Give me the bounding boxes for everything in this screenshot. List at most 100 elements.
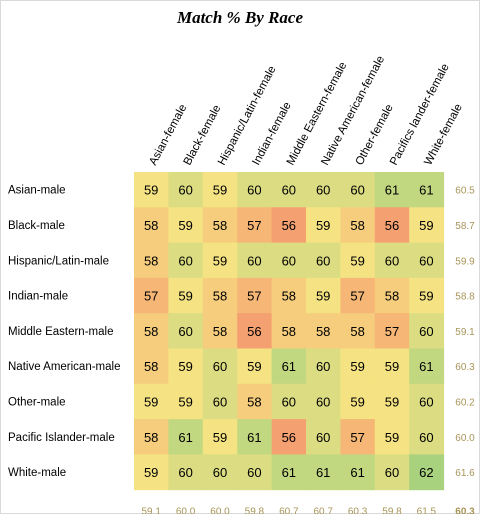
- cell-value-label: 58: [213, 324, 227, 339]
- row-total-label: 60.2: [455, 397, 475, 408]
- cell-value-label: 59: [385, 430, 399, 445]
- row-label: Other-male: [8, 396, 66, 408]
- cell-value-label: 60: [316, 359, 330, 374]
- cell-value-label: 61: [178, 430, 192, 445]
- cell-value-label: 60: [385, 253, 399, 268]
- cell-value-label: 60: [178, 183, 192, 198]
- heatmap-cell: [202, 383, 238, 420]
- heatmap-cell: [237, 242, 273, 279]
- cell-value-label: 58: [282, 324, 296, 339]
- row-label: Hispanic/Latin-male: [8, 255, 109, 267]
- row-label: Indian-male: [8, 291, 68, 303]
- heatmap-cell: [168, 172, 204, 208]
- cell-value-label: 60: [316, 430, 330, 445]
- heatmap-cell: [237, 277, 273, 314]
- heatmap-cell: [374, 383, 410, 420]
- cell-value-label: 61: [316, 465, 330, 480]
- cell-value-label: 60: [316, 253, 330, 268]
- heatmap-cell: [306, 313, 341, 349]
- cell-value-label: 58: [144, 218, 158, 233]
- heatmap-cell: [202, 207, 238, 244]
- heatmap-cell: [306, 242, 341, 279]
- cell-value-label: 58: [247, 394, 261, 409]
- cell-value-label: 59: [350, 359, 364, 374]
- cell-value-label: 60: [419, 394, 433, 409]
- heatmap-cell: [134, 419, 169, 455]
- row-total-label: 60.5: [455, 186, 475, 197]
- heatmap-cell: [409, 313, 445, 349]
- cell-value-label: 59: [178, 359, 192, 374]
- cell-value-label: 60: [178, 465, 192, 480]
- column-total-label: 60.7: [313, 507, 333, 514]
- cell-value-label: 58: [213, 218, 227, 233]
- heatmap-cell: [134, 383, 169, 420]
- cell-value-label: 60: [316, 394, 330, 409]
- row-total-label: 60.3: [455, 362, 475, 373]
- heatmap-cell: [374, 242, 410, 279]
- heatmap-cell: [306, 419, 341, 455]
- heatmap-cell: [306, 172, 341, 208]
- heatmap-cell: [271, 313, 307, 349]
- cell-value-label: 59: [419, 289, 433, 304]
- cell-value-label: 61: [247, 430, 261, 445]
- cell-value-label: 58: [350, 324, 364, 339]
- cell-value-label: 60: [247, 465, 261, 480]
- cell-value-label: 60: [178, 324, 192, 339]
- cell-value-label: 60: [247, 183, 261, 198]
- cell-value-label: 56: [247, 324, 261, 339]
- column-label: Pacifics lander-female: [388, 62, 452, 168]
- column-total-label: 61.5: [417, 507, 437, 514]
- heatmap-cell: [271, 454, 307, 491]
- column-total-label: 59.8: [245, 507, 265, 514]
- column-total-label: 60.7: [279, 507, 299, 514]
- heatmap-cell: [409, 454, 445, 491]
- cell-value-label: 58: [144, 359, 158, 374]
- cell-value-label: 60: [350, 183, 364, 198]
- heatmap-cell: [340, 419, 376, 455]
- row-label: Native American-male: [8, 361, 120, 373]
- heatmap-cell: [202, 348, 238, 385]
- cell-value-label: 59: [144, 183, 158, 198]
- cell-value-label: 59: [178, 289, 192, 304]
- heatmap-cell: [168, 313, 204, 349]
- heatmap-cell: [340, 207, 376, 244]
- cell-value-label: 56: [385, 218, 399, 233]
- heatmap-cell: [374, 313, 410, 349]
- heatmap-cell: [237, 313, 273, 349]
- cell-value-label: 60: [385, 465, 399, 480]
- heatmap-cell: [134, 348, 169, 385]
- heatmap-cell: [271, 419, 307, 455]
- cell-value-label: 58: [282, 289, 296, 304]
- heatmap-cell: [409, 172, 445, 208]
- heatmap-cell: [168, 277, 204, 314]
- heatmap-cell: [134, 207, 169, 244]
- cell-value-label: 56: [282, 218, 296, 233]
- cell-value-label: 59: [213, 253, 227, 268]
- cell-value-label: 61: [419, 359, 433, 374]
- row-total-label: 61.6: [455, 468, 475, 479]
- cell-value-label: 59: [144, 394, 158, 409]
- chart-title: Match % By Race: [176, 8, 304, 27]
- heatmap-cell: [306, 383, 341, 420]
- heatmap-cell: [374, 207, 410, 244]
- heatmap-cell: [168, 348, 204, 385]
- cell-value-label: 58: [350, 218, 364, 233]
- cell-value-label: 60: [419, 430, 433, 445]
- heatmap-cell: [168, 207, 204, 244]
- heatmap-cell: [168, 419, 204, 455]
- cell-value-label: 61: [282, 465, 296, 480]
- heatmap-cell: [374, 277, 410, 314]
- column-total-label: 59.8: [382, 507, 402, 514]
- cell-value-label: 59: [350, 394, 364, 409]
- column-total-label: 59.1: [141, 507, 161, 514]
- column-total-label: 60.3: [348, 507, 368, 514]
- row-total-label: 58.8: [455, 292, 475, 303]
- cell-value-label: 59: [178, 394, 192, 409]
- heatmap-cell: [374, 172, 410, 208]
- heatmap-cell: [409, 383, 445, 420]
- heatmap-cell: [340, 454, 376, 491]
- row-label: Middle Eastern-male: [8, 326, 113, 338]
- heatmap-cell: [409, 277, 445, 314]
- cell-value-label: 60: [282, 394, 296, 409]
